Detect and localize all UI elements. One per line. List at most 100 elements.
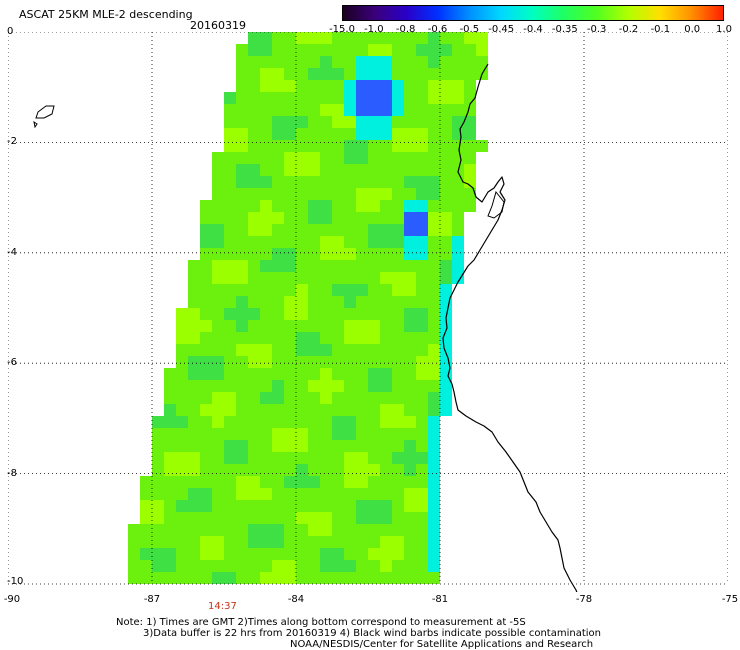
swath-cell bbox=[464, 176, 476, 188]
swath-cell bbox=[140, 476, 152, 488]
swath-cell bbox=[320, 212, 332, 224]
swath-cell bbox=[200, 560, 212, 572]
swath-cell bbox=[380, 572, 392, 584]
swath-cell bbox=[308, 152, 320, 164]
swath-cell bbox=[464, 44, 476, 56]
swath-cell bbox=[416, 548, 428, 560]
swath-cell bbox=[236, 152, 248, 164]
swath-cell bbox=[236, 308, 248, 320]
scale-label: -15.0 bbox=[329, 24, 355, 35]
swath-cell bbox=[224, 116, 236, 128]
swath-cell bbox=[380, 296, 392, 308]
swath-cell bbox=[428, 536, 440, 548]
map-date: 20160319 bbox=[190, 19, 246, 32]
swath-cell bbox=[416, 428, 428, 440]
swath-cell bbox=[392, 500, 404, 512]
swath-cell bbox=[416, 116, 428, 128]
swath-cell bbox=[404, 380, 416, 392]
swath-cell bbox=[212, 464, 224, 476]
swath-cell bbox=[296, 152, 308, 164]
swath-cell bbox=[428, 32, 440, 44]
swath-cell bbox=[464, 56, 476, 68]
swath-cell bbox=[188, 344, 200, 356]
swath-cell bbox=[392, 248, 404, 260]
swath-cell bbox=[356, 452, 368, 464]
swath-cell bbox=[284, 116, 296, 128]
swath-cell bbox=[272, 140, 284, 152]
swath-cell bbox=[380, 344, 392, 356]
swath-cell bbox=[236, 476, 248, 488]
swath-cell bbox=[224, 440, 236, 452]
swath-cell bbox=[356, 524, 368, 536]
swath-cell bbox=[440, 104, 452, 116]
swath-cell bbox=[296, 560, 308, 572]
swath-cell bbox=[356, 188, 368, 200]
swath-cell bbox=[320, 392, 332, 404]
swath-cell bbox=[332, 428, 344, 440]
swath-cell bbox=[368, 272, 380, 284]
swath-cell bbox=[416, 176, 428, 188]
swath-cell bbox=[380, 200, 392, 212]
swath-cell bbox=[200, 368, 212, 380]
swath-cell bbox=[248, 104, 260, 116]
swath-cell bbox=[236, 548, 248, 560]
swath-cell bbox=[380, 68, 392, 80]
swath-cell bbox=[272, 260, 284, 272]
swath-cell bbox=[308, 368, 320, 380]
swath-cell bbox=[260, 308, 272, 320]
swath-cell bbox=[392, 416, 404, 428]
swath-cell bbox=[320, 56, 332, 68]
swath-cell bbox=[332, 212, 344, 224]
swath-cell bbox=[308, 416, 320, 428]
swath-cell bbox=[416, 224, 428, 236]
swath-cell bbox=[344, 380, 356, 392]
swath-cell bbox=[248, 176, 260, 188]
swath-cell bbox=[428, 512, 440, 524]
swath-cell bbox=[464, 68, 476, 80]
swath-cell bbox=[164, 428, 176, 440]
swath-cell bbox=[296, 200, 308, 212]
swath-cell bbox=[380, 428, 392, 440]
swath-cell bbox=[296, 32, 308, 44]
swath-cell bbox=[392, 164, 404, 176]
swath-cell bbox=[308, 236, 320, 248]
swath-cell bbox=[404, 524, 416, 536]
swath-cell bbox=[404, 248, 416, 260]
swath-cell bbox=[428, 464, 440, 476]
swath-cell bbox=[308, 536, 320, 548]
swath-cell bbox=[284, 68, 296, 80]
swath-cell bbox=[392, 104, 404, 116]
swath-cell bbox=[272, 176, 284, 188]
swath-cell bbox=[200, 512, 212, 524]
swath-cell bbox=[332, 68, 344, 80]
swath-cell bbox=[320, 284, 332, 296]
swath-cell bbox=[224, 212, 236, 224]
swath-cell bbox=[368, 44, 380, 56]
swath-cell bbox=[428, 284, 440, 296]
color-scale-bar bbox=[342, 5, 724, 21]
swath-cell bbox=[164, 524, 176, 536]
swath-cell bbox=[356, 464, 368, 476]
swath-cell bbox=[284, 188, 296, 200]
swath-cell bbox=[428, 500, 440, 512]
swath-cell bbox=[356, 56, 368, 68]
swath-cell bbox=[440, 116, 452, 128]
swath-cell bbox=[296, 404, 308, 416]
swath-cell bbox=[440, 344, 452, 356]
swath-cell bbox=[356, 308, 368, 320]
swath-cell bbox=[320, 344, 332, 356]
gulf-of-guayaquil-island bbox=[487, 190, 505, 219]
swath-cell bbox=[332, 44, 344, 56]
swath-cell bbox=[404, 188, 416, 200]
swath-cell bbox=[272, 488, 284, 500]
swath-cell bbox=[452, 152, 464, 164]
swath-cell bbox=[200, 536, 212, 548]
swath-cell bbox=[344, 56, 356, 68]
swath-cell bbox=[272, 428, 284, 440]
swath-cell bbox=[248, 500, 260, 512]
swath-cell bbox=[452, 80, 464, 92]
swath-cell bbox=[308, 188, 320, 200]
swath-cell bbox=[200, 380, 212, 392]
swath-cell bbox=[428, 56, 440, 68]
swath-cell bbox=[200, 476, 212, 488]
